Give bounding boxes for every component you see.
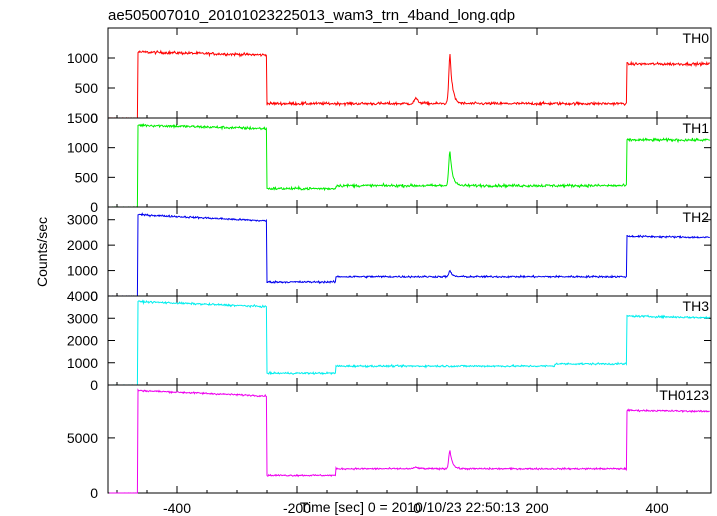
- y-tick-label-TH1-1500: 1500: [67, 110, 98, 126]
- y-tick-label-TH3-1000: 1000: [67, 355, 98, 371]
- series-line-TH0123: [109, 388, 710, 494]
- panel-frame-TH2: [107, 206, 712, 297]
- y-tick-label-TH0-0: 0: [90, 110, 98, 126]
- y-tick-label-TH3-4000: 4000: [67, 288, 98, 304]
- panel-label-TH1: TH1: [683, 120, 710, 136]
- y-tick-label-TH2-3000: 3000: [67, 212, 98, 228]
- x-tick-label-200: 200: [525, 500, 549, 516]
- y-tick-label-TH1-500: 500: [75, 169, 99, 185]
- y-tick-label-TH2-0: 0: [90, 288, 98, 304]
- y-tick-label-TH2-2000: 2000: [67, 237, 98, 253]
- y-tick-label-TH3-0: 0: [90, 377, 98, 393]
- panel-label-TH3: TH3: [683, 298, 710, 314]
- x-tick-label--400: -400: [163, 500, 191, 516]
- y-axis-label: Counts/sec: [34, 217, 50, 287]
- panel-frame-TH1: [107, 117, 712, 208]
- x-tick-label-400: 400: [645, 500, 669, 516]
- x-axis-label: Time [sec] 0 = 2010/10/23 22:50:13: [300, 499, 520, 515]
- y-tick-label-TH1-0: 0: [90, 199, 98, 215]
- panel-frame-TH0123: [107, 384, 712, 494]
- series-line-TH3: [109, 299, 711, 386]
- panel-label-TH2: TH2: [683, 209, 710, 225]
- y-tick-label-TH2-1000: 1000: [67, 263, 98, 279]
- x-tick-label-0: 0: [413, 500, 421, 516]
- chart-title: ae505007010_20101023225013_wam3_trn_4ban…: [108, 7, 515, 24]
- y-tick-label-TH0-500: 500: [75, 80, 99, 96]
- panel-frame-TH3: [107, 295, 712, 386]
- series-line-TH2: [109, 212, 710, 297]
- y-tick-label-TH0-1000: 1000: [67, 50, 98, 66]
- y-tick-label-TH0123-0: 0: [90, 485, 98, 501]
- panel-label-TH0: TH0: [683, 30, 710, 46]
- series-line-TH0: [109, 49, 711, 119]
- y-tick-label-TH3-2000: 2000: [67, 333, 98, 349]
- y-tick-label-TH0123-5000: 5000: [67, 430, 98, 446]
- panel-label-TH0123: TH0123: [659, 387, 709, 403]
- series-line-TH1: [109, 122, 711, 208]
- y-tick-label-TH1-1000: 1000: [67, 140, 98, 156]
- y-tick-label-TH3-3000: 3000: [67, 310, 98, 326]
- x-tick-label--200: -200: [283, 500, 311, 516]
